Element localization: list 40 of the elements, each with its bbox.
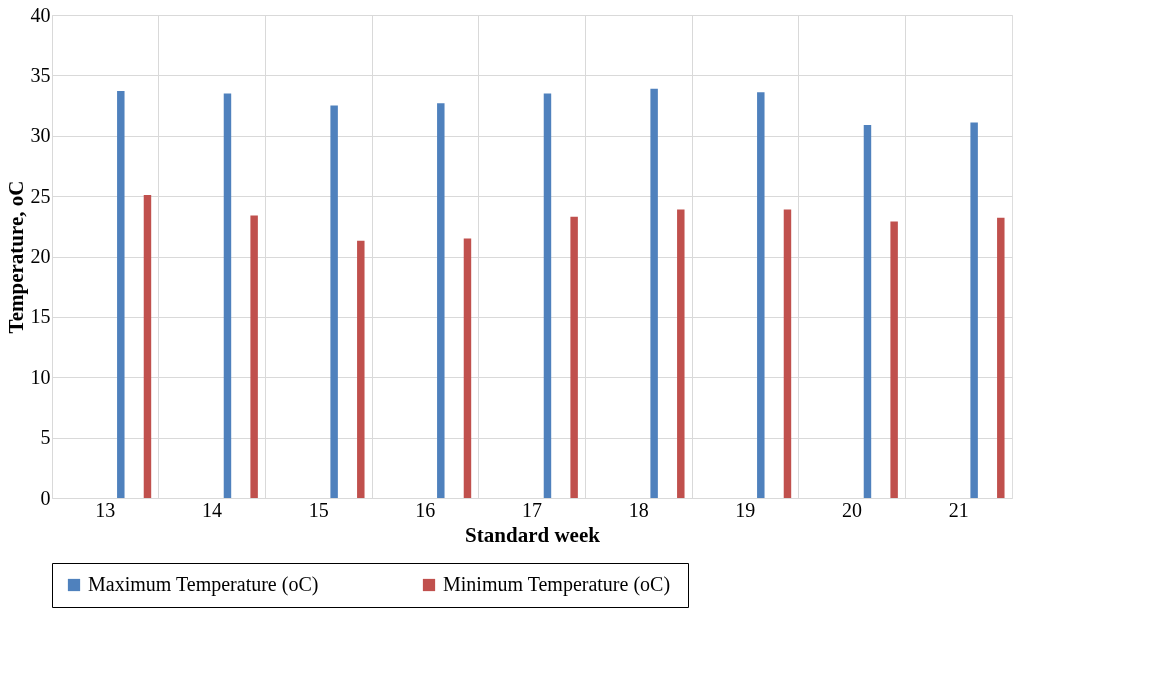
- bar: [330, 105, 338, 498]
- y-tick-label: 35: [30, 63, 51, 86]
- bar: [677, 209, 685, 498]
- bar: [357, 240, 365, 498]
- y-tick-label: 40: [30, 3, 51, 26]
- bar: [543, 93, 552, 498]
- legend-label: Maximum Temperature (oC): [88, 573, 319, 596]
- x-tick-label: 17: [522, 498, 542, 521]
- x-tick-label: 15: [308, 498, 329, 521]
- legend-label: Minimum Temperature (oC): [443, 573, 671, 596]
- bar: [757, 92, 765, 498]
- bar: [570, 216, 578, 498]
- bar: [250, 215, 258, 498]
- bar: [117, 91, 125, 498]
- bar: [463, 238, 472, 498]
- x-tick-label: 20: [842, 498, 862, 521]
- bar: [863, 124, 872, 498]
- y-tick-label: 20: [30, 245, 51, 267]
- x-tick-label: 16: [415, 498, 436, 521]
- y-axis-title: Temperature, oC: [3, 180, 28, 334]
- y-tick-label: 15: [30, 305, 51, 328]
- bar: [437, 103, 445, 498]
- y-tick-label: 0: [40, 486, 51, 509]
- y-tick-label: 30: [30, 124, 51, 147]
- y-tick-label: 10: [30, 365, 51, 388]
- x-axis-title: Standard week: [465, 522, 601, 547]
- x-tick-label: 18: [628, 498, 649, 521]
- bar: [223, 93, 232, 498]
- y-tick-label: 5: [40, 426, 51, 449]
- bar: [650, 88, 658, 498]
- x-tick-label: 13: [95, 498, 116, 521]
- y-tick-label: 25: [30, 184, 51, 207]
- x-tick-label: 21: [948, 498, 969, 521]
- bar: [143, 194, 152, 498]
- bar: [970, 122, 978, 498]
- bar: [783, 209, 792, 498]
- bar: [997, 217, 1005, 498]
- x-tick-label: 19: [735, 498, 756, 521]
- x-tick-label: 14: [202, 498, 222, 521]
- bar: [890, 221, 898, 498]
